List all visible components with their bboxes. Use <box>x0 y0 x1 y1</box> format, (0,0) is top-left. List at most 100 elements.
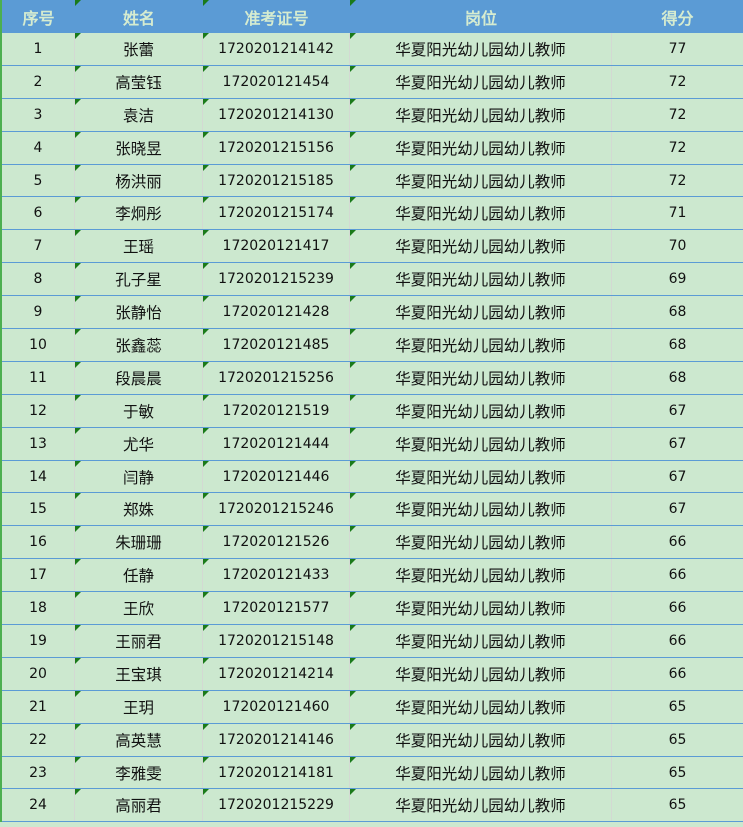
score-cell[interactable]: 66 <box>612 658 743 690</box>
name-cell[interactable]: 孔子星 <box>75 263 203 296</box>
position-cell[interactable]: 华夏阳光幼儿园幼儿教师 <box>350 427 612 460</box>
exam-id-cell[interactable]: 172020121485 <box>203 329 350 361</box>
exam-id-cell[interactable]: 172020121519 <box>203 394 350 427</box>
header-score[interactable]: 得分 <box>661 8 694 28</box>
name-cell[interactable]: 袁洁 <box>75 98 203 131</box>
index-cell[interactable]: 21 <box>2 690 75 723</box>
name-cell[interactable]: 于敏 <box>75 394 203 427</box>
score-cell[interactable]: 71 <box>612 197 743 229</box>
score-cell[interactable]: 65 <box>612 691 743 723</box>
exam-id-cell[interactable]: 1720201214214 <box>203 657 350 690</box>
score-cell[interactable]: 72 <box>612 99 743 131</box>
index-cell[interactable]: 4 <box>2 131 75 164</box>
exam-id-cell[interactable]: 172020121444 <box>203 427 350 460</box>
score-cell[interactable]: 65 <box>612 724 743 756</box>
index-cell[interactable]: 22 <box>2 723 75 756</box>
index-cell[interactable]: 16 <box>2 526 75 559</box>
name-cell[interactable]: 张晓昱 <box>75 131 203 164</box>
position-cell[interactable]: 华夏阳光幼儿园幼儿教师 <box>350 197 612 230</box>
name-cell[interactable]: 闫静 <box>75 460 203 493</box>
position-cell[interactable]: 华夏阳光幼儿园幼儿教师 <box>350 460 612 493</box>
name-cell[interactable]: 尤华 <box>75 427 203 460</box>
position-cell[interactable]: 华夏阳光幼儿园幼儿教师 <box>350 394 612 427</box>
index-cell[interactable]: 14 <box>2 460 75 493</box>
index-cell[interactable]: 20 <box>2 657 75 690</box>
name-cell[interactable]: 王宝琪 <box>75 657 203 690</box>
position-cell[interactable]: 华夏阳光幼儿园幼儿教师 <box>350 164 612 197</box>
score-cell[interactable]: 68 <box>612 362 743 394</box>
score-cell[interactable]: 67 <box>612 493 743 525</box>
index-cell[interactable]: 11 <box>2 361 75 394</box>
score-cell[interactable]: 65 <box>612 757 743 789</box>
index-cell[interactable]: 9 <box>2 296 75 329</box>
position-cell[interactable]: 华夏阳光幼儿园幼儿教师 <box>350 263 612 296</box>
name-cell[interactable]: 王瑶 <box>75 230 203 263</box>
name-cell[interactable]: 张蕾 <box>75 33 203 65</box>
score-cell[interactable]: 77 <box>612 33 743 65</box>
exam-id-cell[interactable]: 1720201215156 <box>203 131 350 164</box>
index-cell[interactable]: 19 <box>2 625 75 657</box>
exam-id-cell[interactable]: 172020121446 <box>203 460 350 493</box>
score-cell[interactable]: 66 <box>612 592 743 624</box>
index-cell[interactable]: 15 <box>2 493 75 526</box>
index-cell[interactable]: 7 <box>2 230 75 263</box>
index-cell[interactable]: 2 <box>2 65 75 98</box>
position-cell[interactable]: 华夏阳光幼儿园幼儿教师 <box>350 592 612 625</box>
exam-id-cell[interactable]: 1720201214142 <box>203 33 350 65</box>
index-cell[interactable]: 18 <box>2 592 75 625</box>
name-cell[interactable]: 高丽君 <box>75 789 203 822</box>
score-cell[interactable]: 66 <box>612 526 743 558</box>
exam-id-cell[interactable]: 172020121577 <box>203 592 350 625</box>
exam-id-cell[interactable]: 1720201215246 <box>203 493 350 526</box>
position-cell[interactable]: 华夏阳光幼儿园幼儿教师 <box>350 559 612 592</box>
index-cell[interactable]: 5 <box>2 164 75 197</box>
exam-id-cell[interactable]: 1720201214130 <box>203 98 350 131</box>
position-cell[interactable]: 华夏阳光幼儿园幼儿教师 <box>350 723 612 756</box>
exam-id-cell[interactable]: 172020121428 <box>203 296 350 329</box>
name-cell[interactable]: 朱珊珊 <box>75 526 203 559</box>
position-cell[interactable]: 华夏阳光幼儿园幼儿教师 <box>350 131 612 164</box>
position-cell[interactable]: 华夏阳光幼儿园幼儿教师 <box>350 625 612 657</box>
index-cell[interactable]: 1 <box>2 33 75 65</box>
name-cell[interactable]: 任静 <box>75 559 203 592</box>
position-cell[interactable]: 华夏阳光幼儿园幼儿教师 <box>350 65 612 98</box>
index-cell[interactable]: 3 <box>2 98 75 131</box>
header-name[interactable]: 姓名 <box>75 0 203 33</box>
position-cell[interactable]: 华夏阳光幼儿园幼儿教师 <box>350 296 612 329</box>
header-index[interactable]: 序号 <box>22 8 55 28</box>
name-cell[interactable]: 段晨晨 <box>75 361 203 394</box>
index-cell[interactable]: 8 <box>2 263 75 296</box>
position-cell[interactable]: 华夏阳光幼儿园幼儿教师 <box>350 657 612 690</box>
exam-id-cell[interactable]: 172020121433 <box>203 559 350 592</box>
name-cell[interactable]: 李雅雯 <box>75 756 203 789</box>
position-cell[interactable]: 华夏阳光幼儿园幼儿教师 <box>350 493 612 526</box>
exam-id-cell[interactable]: 1720201215174 <box>203 197 350 230</box>
score-cell[interactable]: 69 <box>612 263 743 295</box>
exam-id-cell[interactable]: 1720201215256 <box>203 361 350 394</box>
position-cell[interactable]: 华夏阳光幼儿园幼儿教师 <box>350 756 612 789</box>
position-cell[interactable]: 华夏阳光幼儿园幼儿教师 <box>350 789 612 822</box>
score-cell[interactable]: 72 <box>612 66 743 98</box>
position-cell[interactable]: 华夏阳光幼儿园幼儿教师 <box>350 361 612 394</box>
exam-id-cell[interactable]: 1720201215148 <box>203 625 350 657</box>
index-cell[interactable]: 13 <box>2 427 75 460</box>
position-cell[interactable]: 华夏阳光幼儿园幼儿教师 <box>350 33 612 65</box>
score-cell[interactable]: 68 <box>612 296 743 328</box>
position-cell[interactable]: 华夏阳光幼儿园幼儿教师 <box>350 526 612 559</box>
exam-id-cell[interactable]: 1720201214181 <box>203 756 350 789</box>
score-cell[interactable]: 67 <box>612 461 743 493</box>
name-cell[interactable]: 杨洪丽 <box>75 164 203 197</box>
name-cell[interactable]: 王欣 <box>75 592 203 625</box>
index-cell[interactable]: 6 <box>2 197 75 230</box>
exam-id-cell[interactable]: 172020121417 <box>203 230 350 263</box>
score-cell[interactable]: 70 <box>612 230 743 262</box>
header-exam-id[interactable]: 准考证号 <box>203 0 350 33</box>
exam-id-cell[interactable]: 1720201215239 <box>203 263 350 296</box>
name-cell[interactable]: 张静怡 <box>75 296 203 329</box>
score-cell[interactable]: 65 <box>612 789 743 821</box>
score-cell[interactable]: 68 <box>612 329 743 361</box>
name-cell[interactable]: 高莹钰 <box>75 65 203 98</box>
score-cell[interactable]: 67 <box>612 395 743 427</box>
name-cell[interactable]: 王丽君 <box>75 625 203 657</box>
name-cell[interactable]: 郑姝 <box>75 493 203 526</box>
